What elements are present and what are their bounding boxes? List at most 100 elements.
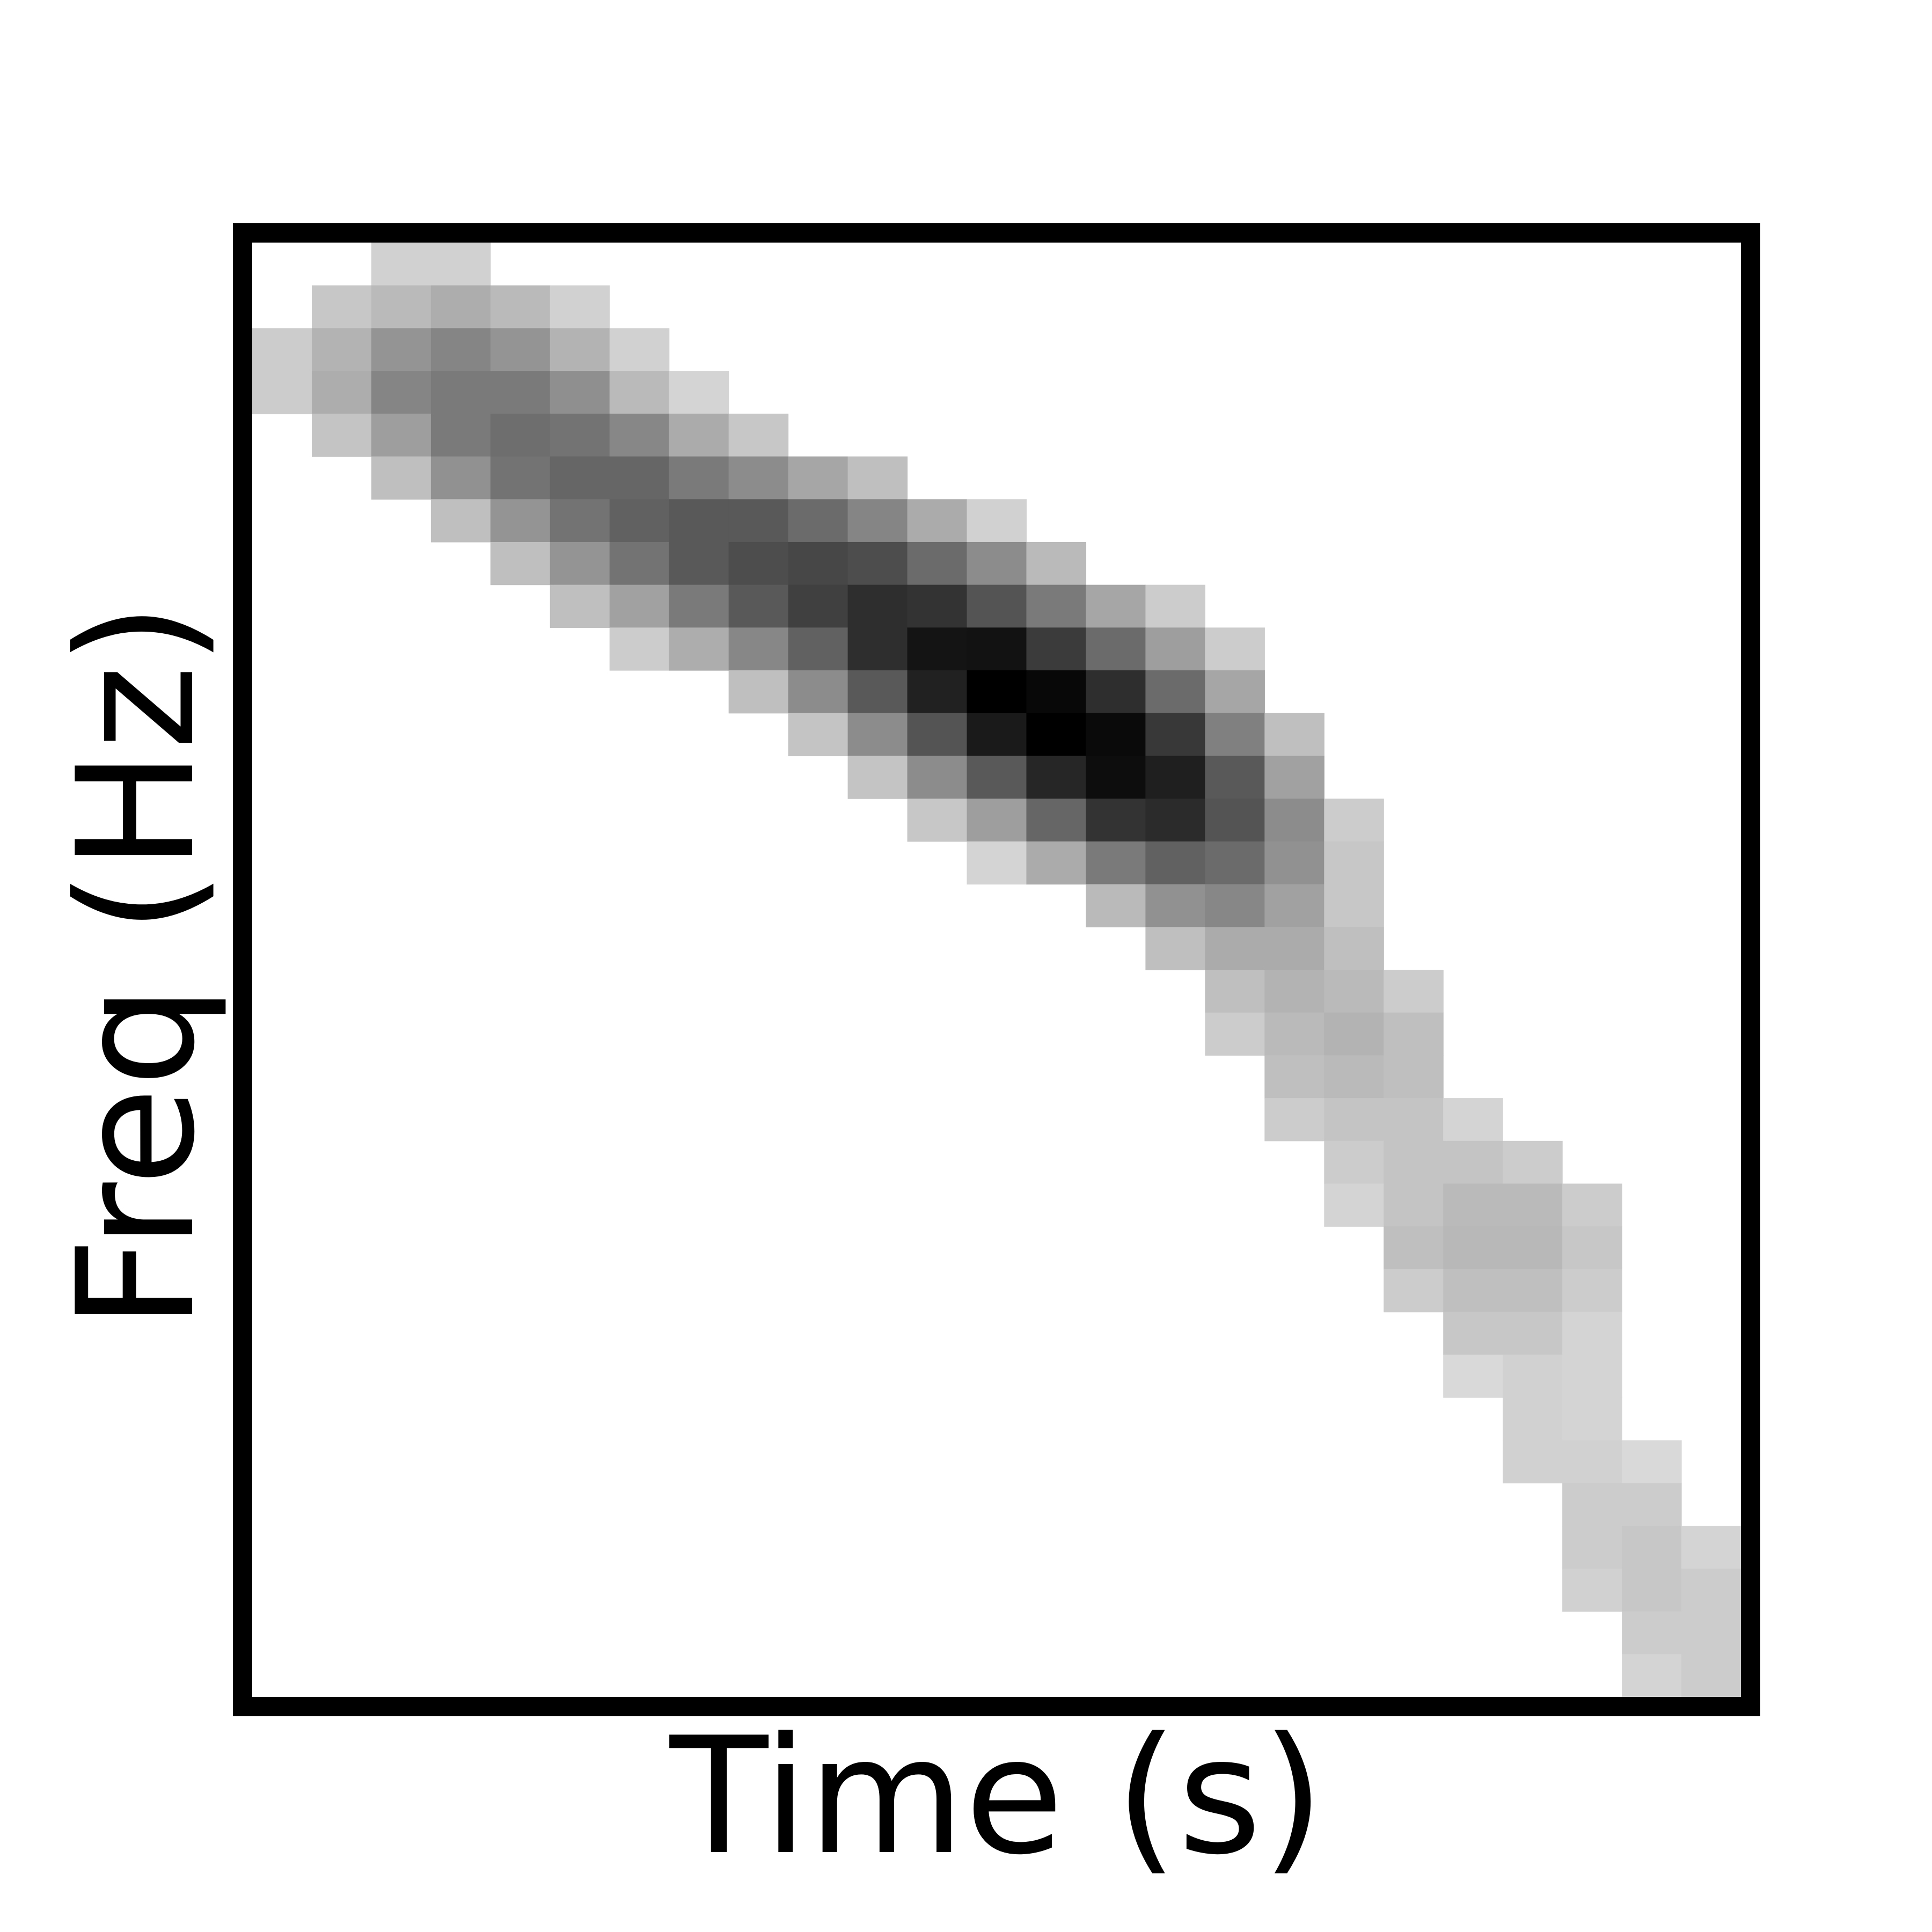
heatmap-cell [1622, 1611, 1682, 1655]
heatmap-cell [1264, 970, 1324, 1013]
heatmap-cell [1562, 1312, 1622, 1355]
heatmap-cell [371, 456, 431, 500]
heatmap-cell [907, 584, 968, 628]
heatmap-cell [1622, 1483, 1682, 1526]
heatmap-cell [1443, 1098, 1503, 1141]
heatmap-cell [609, 627, 670, 671]
heatmap-cell [1086, 756, 1146, 799]
heatmap-cell [252, 328, 312, 371]
heatmap-cell [1026, 584, 1087, 628]
heatmap-cell [252, 371, 312, 414]
heatmap-cell [907, 799, 968, 842]
heatmap-cell [1503, 1355, 1563, 1398]
heatmap-cell [1384, 1098, 1444, 1141]
heatmap-cell [1264, 713, 1324, 757]
heatmap-cell [550, 584, 610, 628]
heatmap-cell [847, 670, 908, 714]
heatmap-cell [967, 541, 1027, 586]
heatmap-cell [1503, 1269, 1563, 1313]
plot-area [252, 243, 1741, 1697]
heatmap-cell [669, 371, 729, 414]
heatmap-cell [1324, 970, 1384, 1013]
heatmap-cell [1086, 670, 1146, 714]
heatmap-cell [490, 371, 551, 414]
heatmap-cell [311, 285, 372, 329]
heatmap-cell [728, 456, 789, 500]
heatmap-cell [1384, 1269, 1444, 1313]
heatmap-cell [728, 499, 789, 543]
heatmap-cell [371, 328, 431, 371]
heatmap-cell [1086, 713, 1146, 757]
y-axis-label: Freq (Hz) [43, 603, 230, 1330]
heatmap-cell [430, 371, 491, 414]
heatmap-cell [1681, 1568, 1741, 1612]
heatmap-cell [1264, 884, 1324, 927]
heatmap-cell [1324, 1183, 1384, 1227]
heatmap-cell [788, 627, 848, 671]
heatmap-cell [1145, 627, 1205, 671]
heatmap-cell [967, 713, 1027, 757]
heatmap-cell [371, 243, 431, 286]
heatmap-cell [788, 499, 848, 543]
heatmap-cell [1086, 884, 1146, 927]
heatmap-cell [1205, 970, 1265, 1013]
heatmap-cell [1384, 1055, 1444, 1099]
x-axis-label: Time (s) [667, 1703, 1324, 1890]
heatmap-cell [1264, 1012, 1324, 1056]
heatmap-cell [550, 499, 610, 543]
heatmap-cell [967, 841, 1027, 885]
heatmap-cell [1384, 1140, 1444, 1184]
heatmap-cell [847, 627, 908, 671]
heatmap-cell [669, 456, 729, 500]
heatmap-cell [1503, 1140, 1563, 1184]
heatmap-cell [728, 413, 789, 457]
heatmap-cell [967, 499, 1027, 543]
heatmap-cell [490, 285, 551, 329]
heatmap-cell [1264, 756, 1324, 799]
heatmap-cell [728, 670, 789, 714]
plot-frame [233, 223, 1760, 1716]
heatmap-cell [371, 285, 431, 329]
heatmap-cell [609, 371, 670, 414]
heatmap-cell [1026, 756, 1087, 799]
heatmap-cell [1026, 627, 1087, 671]
heatmap-cell [1145, 713, 1205, 757]
heatmap-cell [1622, 1568, 1682, 1612]
heatmap-cell [907, 670, 968, 714]
heatmap-cell [1622, 1440, 1682, 1484]
heatmap-cell [1324, 1140, 1384, 1184]
heatmap-cell [1264, 1098, 1324, 1141]
heatmap-cell [1145, 884, 1205, 927]
heatmap-cell [669, 627, 729, 671]
heatmap-cell [1145, 799, 1205, 842]
heatmap-cell [1145, 927, 1205, 970]
heatmap-cell [907, 627, 968, 671]
heatmap-cell [1681, 1611, 1741, 1655]
heatmap-cell [1443, 1226, 1503, 1270]
heatmap-cell [907, 756, 968, 799]
heatmap-cell [788, 670, 848, 714]
heatmap-cell [1562, 1397, 1622, 1441]
heatmap-cell [430, 456, 491, 500]
heatmap-cell [1324, 927, 1384, 970]
heatmap-cell [1205, 670, 1265, 714]
heatmap-cell [490, 328, 551, 371]
heatmap-cell [967, 670, 1027, 714]
heatmap-cell [1562, 1440, 1622, 1484]
heatmap-cell [1443, 1269, 1503, 1313]
heatmap-cell [1264, 927, 1324, 970]
heatmap-cell [669, 413, 729, 457]
heatmap-cell [669, 584, 729, 628]
heatmap-cell [311, 413, 372, 457]
heatmap-cell [490, 456, 551, 500]
heatmap-cell [728, 627, 789, 671]
heatmap-cell [550, 328, 610, 371]
heatmap-cell [907, 499, 968, 543]
heatmap-cell [1443, 1312, 1503, 1355]
heatmap-cell [550, 456, 610, 500]
heatmap-cell [550, 541, 610, 586]
heatmap-cell [1205, 713, 1265, 757]
heatmap-cell [788, 584, 848, 628]
heatmap-cell [430, 413, 491, 457]
